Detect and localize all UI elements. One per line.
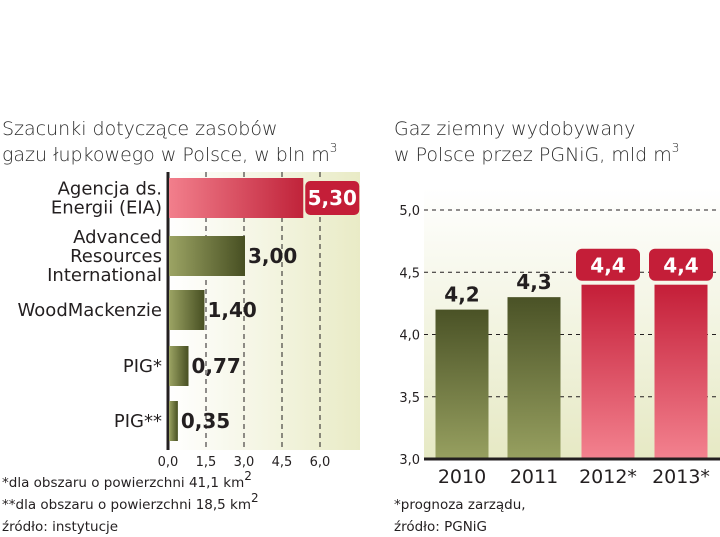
left-bar — [169, 290, 205, 330]
left-source: źródło: instytucje — [2, 519, 118, 535]
right-bar — [435, 309, 489, 459]
left-footnote-2: **dla obszaru o powierzchni 18,5 km2 — [2, 491, 259, 513]
right-bar — [507, 297, 561, 459]
right-value-badge — [649, 248, 713, 281]
left-category-label: Resources — [70, 246, 162, 267]
left-value-label: 3,00 — [248, 244, 297, 268]
right-value-badge — [576, 248, 640, 281]
left-category-label: PIG* — [123, 356, 162, 377]
right-source: źródło: PGNiG — [394, 519, 487, 535]
left-category-label: PIG** — [114, 411, 162, 432]
left-bar — [169, 236, 245, 276]
left-tick-label: 3,0 — [234, 455, 255, 470]
right-category-label: 2010 — [438, 466, 486, 488]
right-bar — [654, 284, 708, 459]
left-bar — [169, 346, 189, 386]
left-tick-label: 0,0 — [158, 455, 179, 470]
right-title-sup: 3 — [672, 141, 680, 155]
left-value-label: 1,40 — [207, 298, 256, 322]
right-tick-label: 3,0 — [399, 453, 420, 468]
left-footnote-2-text: **dla obszaru o powierzchni 18,5 km — [2, 497, 251, 513]
right-value-label: 4,2 — [444, 283, 479, 307]
left-value-label: 0,77 — [192, 354, 241, 378]
left-category-label: Energii (EIA) — [51, 198, 162, 219]
right-category-label: 2012* — [579, 466, 637, 488]
left-category-label: WoodMackenzie — [18, 300, 162, 321]
left-value-label: 5,30 — [308, 186, 357, 210]
right-category-label: 2011 — [510, 466, 558, 488]
left-title-line2-text: gazu łupkowego w Polsce, w bln m — [2, 144, 330, 166]
left-tick-label: 6,0 — [310, 455, 331, 470]
left-category-label: International — [47, 265, 162, 286]
left-footnote-2-sup: 2 — [251, 491, 259, 505]
right-bar — [581, 284, 635, 459]
right-tick-label: 4,5 — [399, 266, 420, 281]
right-value-label: 4,4 — [663, 254, 698, 278]
right-footnote-1: *prognoza zarządu, — [394, 497, 526, 513]
right-category-label: 2013* — [652, 466, 710, 488]
right-value-label: 4,3 — [516, 270, 551, 294]
left-tick-labels: 0,0 1,5 3,0 4,5 6,0 — [158, 455, 331, 470]
right-bars: 4,2 2010 4,3 2011 4,4 2012* 4,4 2013* — [435, 248, 713, 488]
right-tick-label: 3,5 — [399, 391, 420, 406]
left-value-badge — [305, 181, 360, 215]
left-bars: Agencja ds.Energii (EIA) 5,30 AdvancedReso… — [18, 178, 360, 441]
left-bar — [169, 401, 178, 441]
right-tick-label: 4,0 — [399, 329, 420, 344]
left-title-line1: Szacunki dotyczące zasobów — [2, 118, 278, 140]
left-tick-label: 4,5 — [272, 455, 293, 470]
left-title-sup: 3 — [330, 141, 338, 155]
left-category-label: Advanced — [73, 227, 162, 248]
right-value-label: 4,4 — [590, 254, 625, 278]
right-tick-labels: 3,0 3,5 4,0 4,5 5,0 — [399, 204, 420, 468]
right-tick-label: 5,0 — [399, 204, 420, 219]
left-value-label: 0,35 — [181, 409, 230, 433]
right-title-line2: w Polsce przez PGNiG, mld m3 — [394, 141, 679, 166]
right-title-line2-text: w Polsce przez PGNiG, mld m — [394, 144, 672, 166]
left-footnote-1-text: *dla obszaru o powierzchni 41,1 km — [2, 475, 244, 491]
left-title-line2: gazu łupkowego w Polsce, w bln m3 — [2, 141, 337, 166]
left-footnote-1: *dla obszaru o powierzchni 41,1 km2 — [2, 469, 252, 491]
left-chart: Szacunki dotyczące zasobów gazu łupkoweg… — [2, 118, 360, 535]
left-footnote-1-sup: 2 — [244, 469, 252, 483]
left-bar — [169, 178, 304, 218]
left-gridlines — [205, 172, 321, 450]
left-tick-label: 1,5 — [196, 455, 217, 470]
left-category-label: Agencja ds. — [58, 179, 162, 200]
right-title-line1: Gaz ziemny wydobywany — [394, 118, 635, 140]
right-chart: Gaz ziemny wydobywany w Polsce przez PGN… — [394, 118, 720, 535]
